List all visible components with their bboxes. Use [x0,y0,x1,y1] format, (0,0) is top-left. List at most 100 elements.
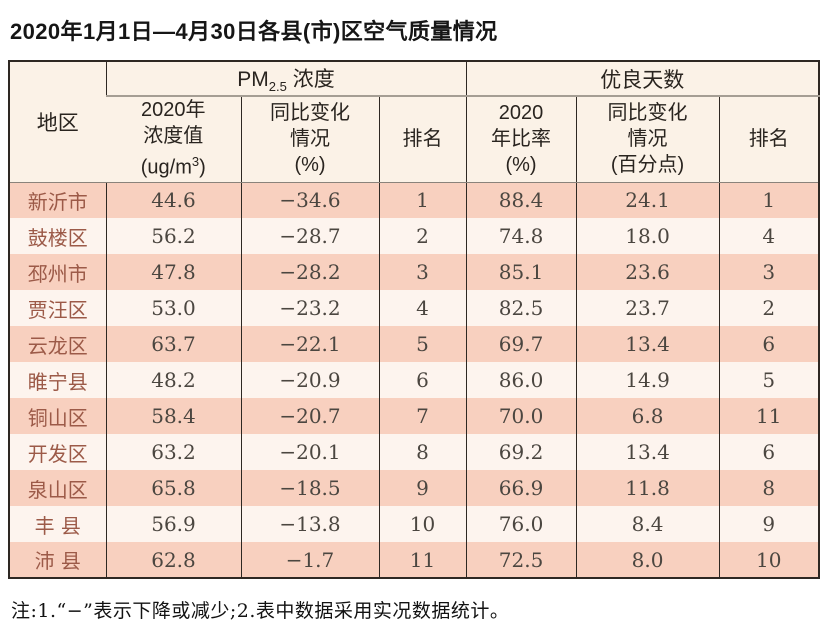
pm25-change-cell: −20.7 [240,398,379,434]
good-rank-cell: 9 [718,506,820,542]
pm25-value-cell: 48.2 [105,362,241,398]
pm25-unit-sup: 3 [191,154,200,170]
good-rate-cell: 74.8 [465,218,577,254]
good-change-cell: 6.8 [575,398,720,434]
pm25-value-cell: 56.2 [105,218,241,254]
pm25-change-cell: −28.7 [240,218,379,254]
column-header-pm25-rank: 排名 [378,96,467,183]
pm25-value-line1: 2020年 [141,99,206,122]
pm25-value-cell: 56.9 [105,506,241,542]
pm25-rank-cell: 10 [378,506,467,542]
good-change-cell: 13.4 [575,434,720,470]
pm25-value-cell: 53.0 [105,290,241,326]
pm25-value-line2: 浓度值 [143,125,204,148]
pm25-value-line3: (ug/m3) [106,149,241,181]
good-change-line2: 情况 [627,128,668,151]
pm25-value-cell: 62.8 [105,542,241,578]
column-group-pm25: PM2.5 浓度 [105,61,467,97]
pm25-change-line2: 情况 [290,128,330,151]
pm25-change-cell: −13.8 [240,506,379,542]
column-header-pm25-change: 同比变化 情况 (%) [240,96,379,183]
good-rank-cell: 11 [718,398,820,434]
good-change-cell: 14.9 [575,362,720,398]
pm25-change-cell: −22.1 [240,326,379,362]
pm25-rank-cell: 7 [378,398,467,434]
table-row: 丰 县 56.9 −13.8 10 76.0 8.4 9 [9,506,820,542]
column-header-good-change: 同比变化 情况 (百分点) [575,96,720,183]
region-cell: 开发区 [27,441,88,466]
header-sub-row: 2020年 浓度值 (ug/m3) 同比变化 情况 (%) 排名 2020 年比… [9,96,820,183]
pm25-value-cell: 58.4 [105,398,241,434]
pm25-change-cell: −28.2 [240,254,379,290]
pm25-unit-post: ) [199,157,206,180]
pm25-rank-cell: 1 [378,182,467,218]
header-group-row: 地区 PM2.5 浓度 优良天数 [9,61,820,183]
good-rate-line1: 2020 [498,102,544,125]
good-rate-cell: 76.0 [465,506,577,542]
good-change-cell: 11.8 [575,470,720,506]
pm25-rank-cell: 4 [378,290,467,326]
pm25-unit-pre: (ug/m [140,157,192,180]
table-row: 泉山区 65.8 −18.5 9 66.9 11.8 8 [9,470,820,506]
column-header-good-rank: 排名 [718,96,820,183]
good-rank-cell: 4 [718,218,820,254]
good-change-cell: 13.4 [575,326,720,362]
region-cell: 贾汪区 [27,297,88,322]
region-cell: 丰 县 [34,513,81,538]
pm25-change-cell: −23.2 [240,290,379,326]
pm25-prefix: PM [237,67,269,91]
good-rank-cell: 8 [718,470,820,506]
pm25-rank-cell: 3 [378,254,467,290]
table-row: 沛 县 62.8 −1.7 11 72.5 8.0 10 [9,542,820,578]
pm25-rank-cell: 6 [378,362,467,398]
good-change-line3: (百分点) [610,154,685,177]
good-rate-cell: 86.0 [465,362,577,398]
good-rate-cell: 70.0 [465,398,577,434]
good-rate-cell: 72.5 [465,542,577,578]
table-row: 贾汪区 53.0 −23.2 4 82.5 23.7 2 [9,290,820,326]
good-change-cell: 8.0 [575,542,720,578]
table-body: 新沂市 44.6 −34.6 1 88.4 24.1 1 鼓楼区 56.2 −2… [9,182,820,578]
good-change-cell: 23.7 [575,290,720,326]
good-rank-cell: 6 [718,434,820,470]
pm25-rank-cell: 5 [378,326,467,362]
table-header: 地区 PM2.5 浓度 优良天数 2020年 浓度值 (ug/m3) 同比变化 … [9,61,820,183]
pm25-change-line3: (%) [294,154,326,177]
region-cell: 铜山区 [27,405,88,430]
pm25-rank-cell: 8 [378,434,467,470]
table-footnote: 注:1.“−”表示下降或减少;2.表中数据采用实况数据统计。 [11,600,510,622]
region-cell: 睢宁县 [27,369,88,394]
good-rate-line2: 年比率 [491,128,552,151]
column-header-region: 地区 [9,61,106,183]
pm25-value-cell: 47.8 [105,254,241,290]
good-rank-cell: 6 [718,326,820,362]
good-rank-cell: 1 [718,182,820,218]
pm25-rank-cell: 2 [378,218,467,254]
pm25-value-cell: 63.7 [105,326,241,362]
pm25-change-cell: −20.9 [240,362,379,398]
table-row: 邳州市 47.8 −28.2 3 85.1 23.6 3 [9,254,820,290]
good-rate-cell: 69.2 [465,434,577,470]
good-rank-cell: 10 [718,542,820,578]
good-change-line1: 同比变化 [607,102,688,125]
table-row: 铜山区 58.4 −20.7 7 70.0 6.8 11 [9,398,820,434]
good-rate-cell: 88.4 [465,182,577,218]
good-rate-cell: 66.9 [465,470,577,506]
region-cell: 鼓楼区 [27,225,88,250]
page-title: 2020年1月1日—4月30日各县(市)区空气质量情况 [10,19,498,44]
good-rank-cell: 5 [718,362,820,398]
column-header-pm25-value: 2020年 浓度值 (ug/m3) [106,96,241,183]
region-cell: 新沂市 [27,189,88,214]
good-change-cell: 24.1 [575,182,720,218]
good-rate-cell: 69.7 [465,326,577,362]
pm25-value-cell: 65.8 [105,470,241,506]
column-header-good-rate: 2020 年比率 (%) [465,96,577,183]
pm25-subscript: 2.5 [268,79,287,95]
pm25-change-cell: −20.1 [240,434,379,470]
region-cell: 云龙区 [27,333,88,358]
good-rate-cell: 82.5 [465,290,577,326]
region-cell: 泉山区 [27,477,88,502]
good-rate-line3: (%) [505,154,537,177]
table-row: 新沂市 44.6 −34.6 1 88.4 24.1 1 [9,182,820,218]
